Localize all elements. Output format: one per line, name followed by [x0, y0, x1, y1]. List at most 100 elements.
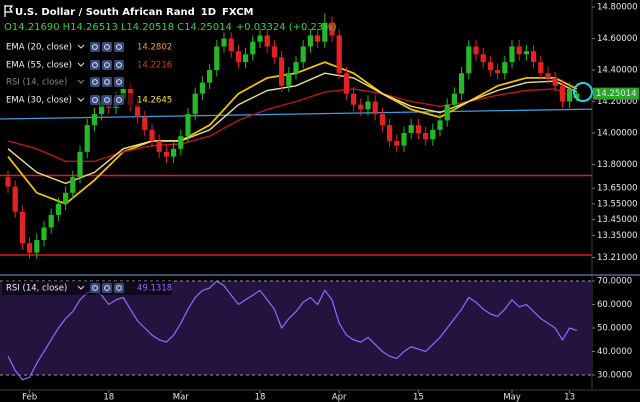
remove-button[interactable]	[114, 42, 124, 52]
chevron[interactable]	[77, 62, 85, 67]
candle-body	[574, 93, 580, 99]
candle-body	[48, 214, 54, 228]
candle-body	[163, 151, 169, 157]
trend-line	[0, 108, 593, 120]
candle-body	[516, 46, 522, 55]
candle-body	[487, 62, 493, 71]
eye-glyph	[92, 62, 98, 68]
candle-body	[315, 35, 321, 42]
x-tick-label: 18	[103, 393, 114, 402]
ema-line	[7, 88, 578, 162]
eye-button[interactable]	[90, 42, 100, 52]
settings-button[interactable]	[102, 77, 112, 87]
y-tick-label: 60.0000	[597, 300, 632, 310]
remove-glyph	[116, 44, 122, 50]
candle-body	[401, 133, 407, 146]
settings-glyph	[104, 97, 110, 103]
symbol-title: U.S. Dollar / South African Rand	[15, 7, 195, 18]
candle-body	[228, 38, 234, 52]
candle-body	[286, 73, 292, 86]
candle-body	[185, 114, 191, 137]
chevron[interactable]	[77, 285, 85, 290]
rsi-band	[0, 281, 592, 375]
candle-body	[459, 73, 465, 94]
settings-button[interactable]	[102, 42, 112, 52]
y-tick-label: 14.80000	[597, 3, 638, 13]
candle-body	[451, 93, 457, 105]
y-tick-label: 40.0000	[597, 347, 632, 357]
eye-button[interactable]	[90, 60, 100, 70]
candle-body	[495, 70, 501, 74]
candle-body	[379, 114, 385, 126]
settings-glyph	[104, 44, 110, 50]
candle-body	[221, 38, 227, 47]
candle-body	[63, 192, 69, 204]
ohlc-low: L14.20518	[121, 22, 174, 33]
symbol-icon[interactable]	[4, 5, 14, 17]
ohlc-legend: O14.21690 H14.26513 L14.20518 C14.25014 +0.0…	[4, 22, 337, 33]
candle-body	[365, 101, 371, 110]
y-tick-label: 13.35000	[597, 231, 638, 241]
y-tick-label: 13.55000	[597, 199, 638, 209]
x-tick-label: Feb	[22, 393, 37, 402]
candle-body	[70, 177, 76, 193]
candle-body	[250, 41, 256, 55]
y-tick-label: 14.60000	[597, 34, 638, 44]
legend-row-bg	[2, 58, 172, 72]
last-price-label: 14.25014	[596, 89, 637, 99]
candle-body	[358, 104, 364, 110]
x-tick-label: Mar	[173, 393, 190, 402]
candle-body	[523, 51, 529, 55]
chevron[interactable]	[77, 97, 85, 102]
remove-glyph	[116, 97, 122, 103]
candle-body	[279, 57, 285, 86]
candle-body	[41, 227, 47, 241]
candle-body	[307, 35, 313, 47]
indicator-value: 14.2216	[137, 61, 172, 71]
settings-button[interactable]	[102, 95, 112, 105]
eye-button[interactable]	[90, 95, 100, 105]
candle-body	[178, 136, 184, 149]
ohlc-open: O14.21690	[4, 22, 60, 33]
ohlc-high: H14.26513	[63, 22, 118, 33]
remove-button[interactable]	[114, 95, 124, 105]
y-tick-label: 13.65000	[597, 184, 638, 194]
remove-button[interactable]	[114, 60, 124, 70]
eye-glyph	[92, 285, 98, 291]
y-tick-label: 14.20000	[597, 97, 638, 107]
candle-body	[351, 93, 357, 105]
eye-glyph	[92, 79, 98, 85]
candle-body	[552, 77, 558, 86]
remove-button[interactable]	[114, 283, 124, 293]
legend-row-bg	[2, 40, 172, 54]
remove-button[interactable]	[114, 77, 124, 87]
candle-body	[12, 186, 18, 212]
candle-body	[19, 211, 25, 244]
candle-body	[300, 46, 306, 63]
legend-layer: U.S. Dollar / South African Rand 1D FXCM O…	[2, 5, 593, 295]
eye-button[interactable]	[90, 283, 100, 293]
candle-body	[444, 104, 450, 121]
chevron[interactable]	[77, 44, 85, 49]
eye-button[interactable]	[90, 77, 100, 87]
candle-body	[466, 46, 472, 74]
highlight-circle	[573, 82, 593, 102]
y-tick-label: 70.0000	[597, 277, 632, 287]
settings-button[interactable]	[102, 60, 112, 70]
legend-row-bg	[2, 93, 172, 107]
candle-body	[567, 88, 573, 102]
indicator-name: RSI (14, close)	[6, 78, 67, 88]
eye-glyph	[92, 44, 98, 50]
indicator-value: 14.2645	[137, 96, 172, 106]
settings-button[interactable]	[102, 283, 112, 293]
candle-body	[394, 140, 400, 146]
candle-body	[387, 125, 393, 141]
x-tick-label: 13	[564, 393, 575, 402]
candle-body	[480, 54, 486, 63]
candle-body	[34, 240, 40, 253]
candle-body	[235, 51, 241, 63]
chevron[interactable]	[77, 79, 85, 84]
candle-body	[509, 46, 515, 63]
x-tick-label: May	[503, 393, 521, 402]
